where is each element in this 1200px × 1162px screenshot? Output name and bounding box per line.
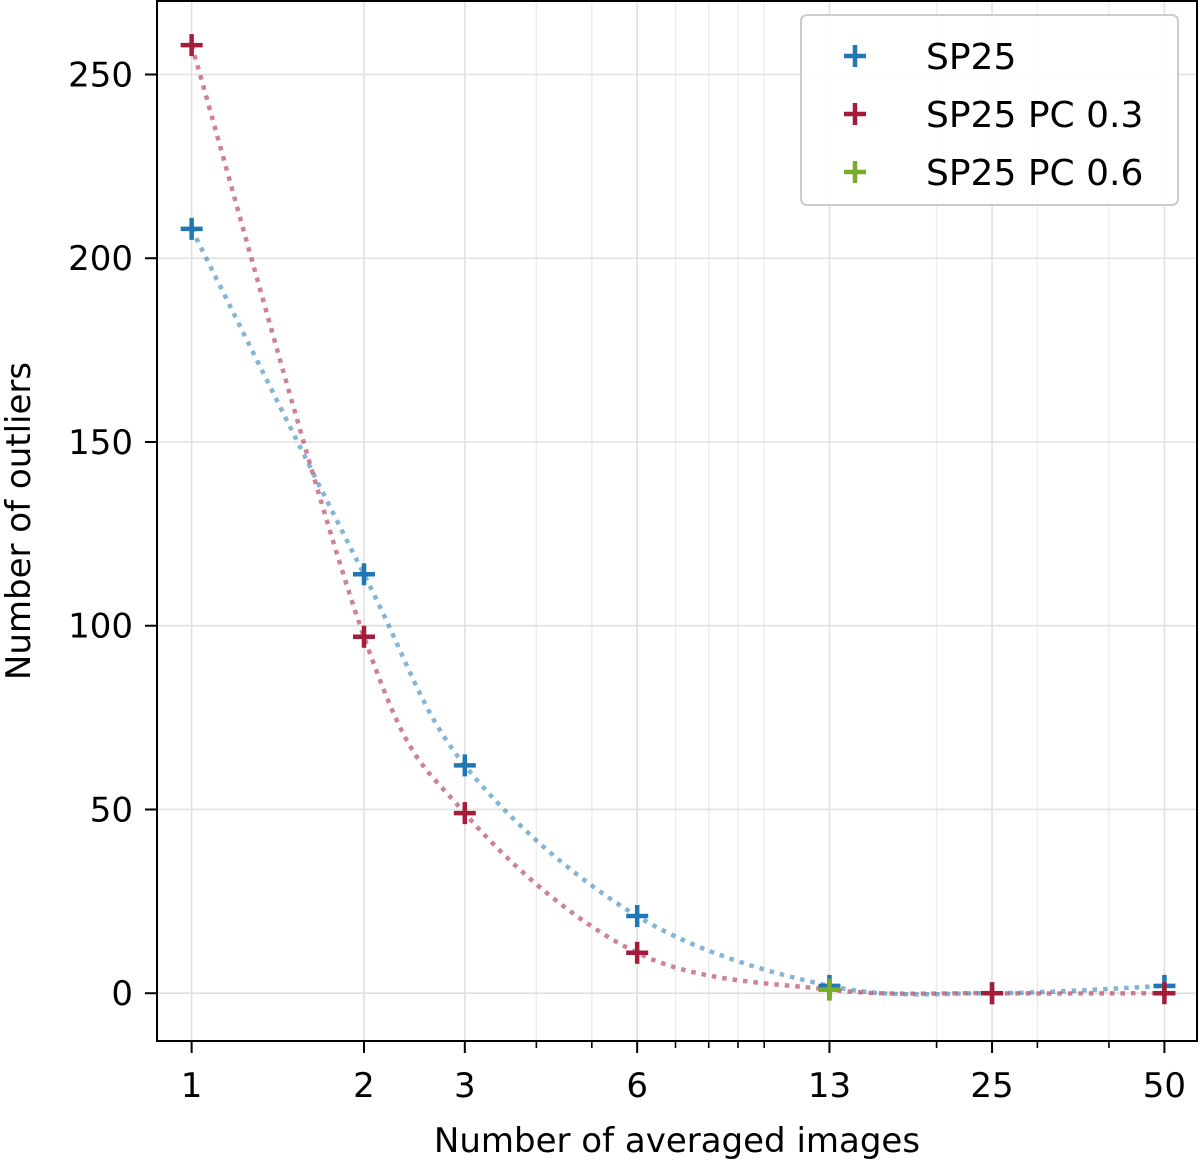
data-point-series-0	[352, 563, 375, 586]
x-tick-label: 13	[808, 1066, 851, 1106]
data-point-series-1	[352, 625, 375, 648]
data-point-series-0	[180, 217, 203, 240]
data-point-series-2	[818, 978, 841, 1001]
x-tick-label: 2	[353, 1066, 375, 1106]
data-point-series-0	[626, 905, 649, 928]
data-point-series-1	[180, 34, 203, 57]
series-line-0	[189, 227, 1165, 997]
series-layer	[180, 34, 1176, 1005]
x-tick-label: 3	[454, 1066, 476, 1106]
y-axis-title: Number of outliers	[0, 362, 39, 680]
legend-box	[800, 14, 1179, 206]
data-point-series-0	[453, 754, 476, 777]
y-tick-label: 100	[68, 607, 133, 647]
x-tick-label: 1	[181, 1066, 203, 1106]
legend: SP25 SP25 PC 0.3 SP25 PC 0.6	[800, 14, 1179, 206]
data-point-series-1	[626, 941, 649, 964]
y-tick-label: 200	[68, 239, 133, 279]
plot-frame	[156, 0, 1198, 1042]
legend-marker-2	[844, 161, 866, 183]
x-tick-label: 50	[1143, 1066, 1186, 1106]
legend-label-1: SP25 PC 0.3	[926, 95, 1143, 136]
y-tick-label: 0	[111, 974, 133, 1014]
series-line-1	[189, 44, 1165, 996]
legend-marker-0	[844, 45, 866, 67]
data-point-series-1	[981, 982, 1004, 1005]
x-tick-label: 25	[970, 1066, 1013, 1106]
data-point-series-1	[1153, 982, 1176, 1005]
legend-label-0: SP25	[926, 37, 1016, 78]
legend-label-2: SP25 PC 0.6	[926, 153, 1143, 194]
y-tick-label: 150	[68, 423, 133, 463]
x-axis-title: Number of averaged images	[434, 1121, 920, 1161]
y-tick-label: 50	[90, 790, 133, 830]
data-point-series-1	[453, 802, 476, 825]
x-tick-label: 6	[626, 1066, 648, 1106]
y-tick-label: 250	[68, 55, 133, 95]
legend-marker-1	[844, 103, 866, 125]
axis-ticks: 1 2 3 6 13 25 50 0 50 100 150 200 250	[68, 55, 1186, 1106]
